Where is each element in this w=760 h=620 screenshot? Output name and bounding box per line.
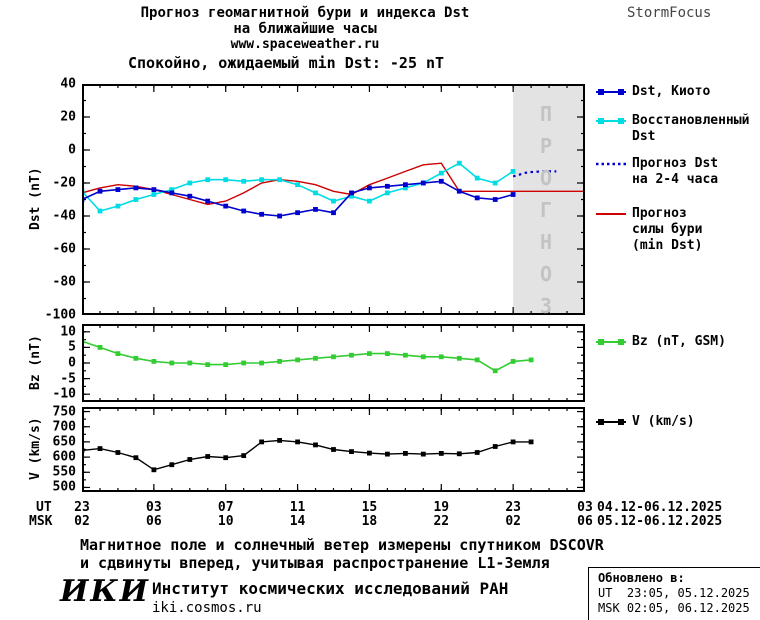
msk-tick-row: 02 06 10 14 18 22 02 06 [74,514,593,529]
x-tick-label: 02 [505,514,521,529]
dst-forecast-marker-icon [596,158,626,170]
page-title-line1: Прогноз геомагнитной бури и индекса Dst [140,5,470,21]
v-chart [82,407,585,492]
y-tick-label: 550 [52,464,76,480]
bz-axis-label: Bz (nT) [28,335,43,390]
y-tick-label: 40 [60,76,76,92]
status-text: Спокойно, ожидаемый min Dst: -25 nT [128,54,445,72]
x-tick-label: 02 [74,514,90,529]
legend-dst-kyoto: Dst, Киото [596,84,710,100]
y-tick-label: 700 [52,419,76,435]
dst-kyoto-marker-icon [596,86,626,98]
ut-axis-prefix: UT [36,500,52,515]
x-tick-label: 15 [361,500,378,515]
bz-marker-icon [596,336,626,348]
x-tick-label: 10 [217,514,234,529]
dst-axis-label: Dst (nT) [28,167,43,230]
x-tick-label: 06 [577,514,593,529]
y-tick-label: 650 [52,434,76,450]
legend-bz-label: Bz (nT, GSM) [632,334,726,349]
x-tick-label: 14 [289,514,306,529]
ut-date-range: 04.12-06.12.2025 [597,500,723,515]
dst-chart [82,84,585,315]
iki-site-text: iki.cosmos.ru [152,600,262,616]
legend-v: V (km/s) [596,414,695,430]
y-tick-label: -60 [52,241,76,257]
x-tick-label: 23 [74,500,90,515]
y-tick-label: -20 [52,175,76,191]
updated-ut: UT 23:05, 05.12.2025 [598,586,750,600]
x-tick-label: 19 [433,500,450,515]
footer-note-1: Магнитное поле и солнечный ветер измерен… [80,536,604,554]
x-tick-label: 03 [146,500,162,515]
x-tick-label: 07 [217,500,234,515]
y-tick-label: 20 [60,109,76,125]
v-panel: 750 700 650 600 550 500 [53,404,585,495]
legend-dst-forecast-label: Прогноз Dst на 2-4 часа [632,156,719,187]
y-tick-label: -5 [60,371,76,387]
v-axis-label: V (km/s) [28,417,43,480]
y-tick-label: 500 [52,479,76,495]
brand-label: StormFocus [627,5,712,21]
x-tick-label: 23 [505,500,521,515]
legend-dst-kyoto-label: Dst, Киото [632,84,711,99]
y-tick-label: 600 [52,449,76,465]
legend-storm-forecast-label: Прогноз силы бури (min Dst) [632,206,703,253]
page-title-line2: на ближайшие часы [233,21,377,37]
msk-date-range: 05.12-06.12.2025 [597,514,723,529]
updated-label: Обновлено в: [598,571,685,585]
y-tick-label: 750 [52,404,76,420]
bz-panel: 10 5 0 -5 -10 [53,324,585,402]
iki-logo: ИКИ [60,574,150,609]
legend-v-label: V (km/s) [632,414,695,429]
v-marker-icon [596,416,626,428]
x-tick-label: 18 [361,514,378,529]
updated-box: Обновлено в: UT 23:05, 05.12.2025 MSK 02… [588,567,760,620]
y-tick-label: -80 [52,274,76,290]
storm-forecast-marker-icon [596,208,626,220]
dst-restored-marker-icon [596,115,626,127]
footer-note-2: и сдвинуты вперед, учитывая распростране… [80,554,550,572]
dst-panel: ПРОГНОЗ 40 20 0 -20 -40 -60 -80 -100 [45,77,585,326]
x-tick-label: 11 [289,500,306,515]
status-color-swatch [80,51,122,72]
legend-bz: Bz (nT, GSM) [596,334,726,350]
y-tick-label: -40 [52,208,76,224]
y-tick-label: 5 [68,339,76,355]
legend-dst-restored: Восстановленный Dst [596,113,749,145]
legend-dst-forecast: Прогноз Dst на 2-4 часа [596,156,718,188]
legend-dst-restored-label: Восстановленный Dst [632,113,750,144]
msk-axis-prefix: MSK [29,514,53,529]
y-tick-label: 10 [60,324,76,340]
spaceweather-site-text: www.spaceweather.ru [230,37,380,52]
x-tick-label: 03 [577,500,593,515]
ut-tick-row: 23 03 07 11 15 19 23 03 [74,500,593,515]
y-tick-label: 0 [68,142,76,158]
x-tick-label: 22 [433,514,450,529]
y-tick-label: -100 [44,307,76,323]
updated-msk: MSK 02:05, 06.12.2025 [598,601,750,615]
institute-name: Институт космических исследований РАН [152,579,509,598]
y-tick-label: -10 [52,386,76,402]
forecast-band-label: ПРОГНОЗ [534,102,558,326]
page-header: Прогноз геомагнитной бури и индекса Dst … [40,5,570,53]
legend-storm-forecast: Прогноз силы бури (min Dst) [596,206,702,254]
bz-chart [82,324,585,402]
x-tick-label: 06 [146,514,162,529]
y-tick-label: 0 [68,355,76,371]
